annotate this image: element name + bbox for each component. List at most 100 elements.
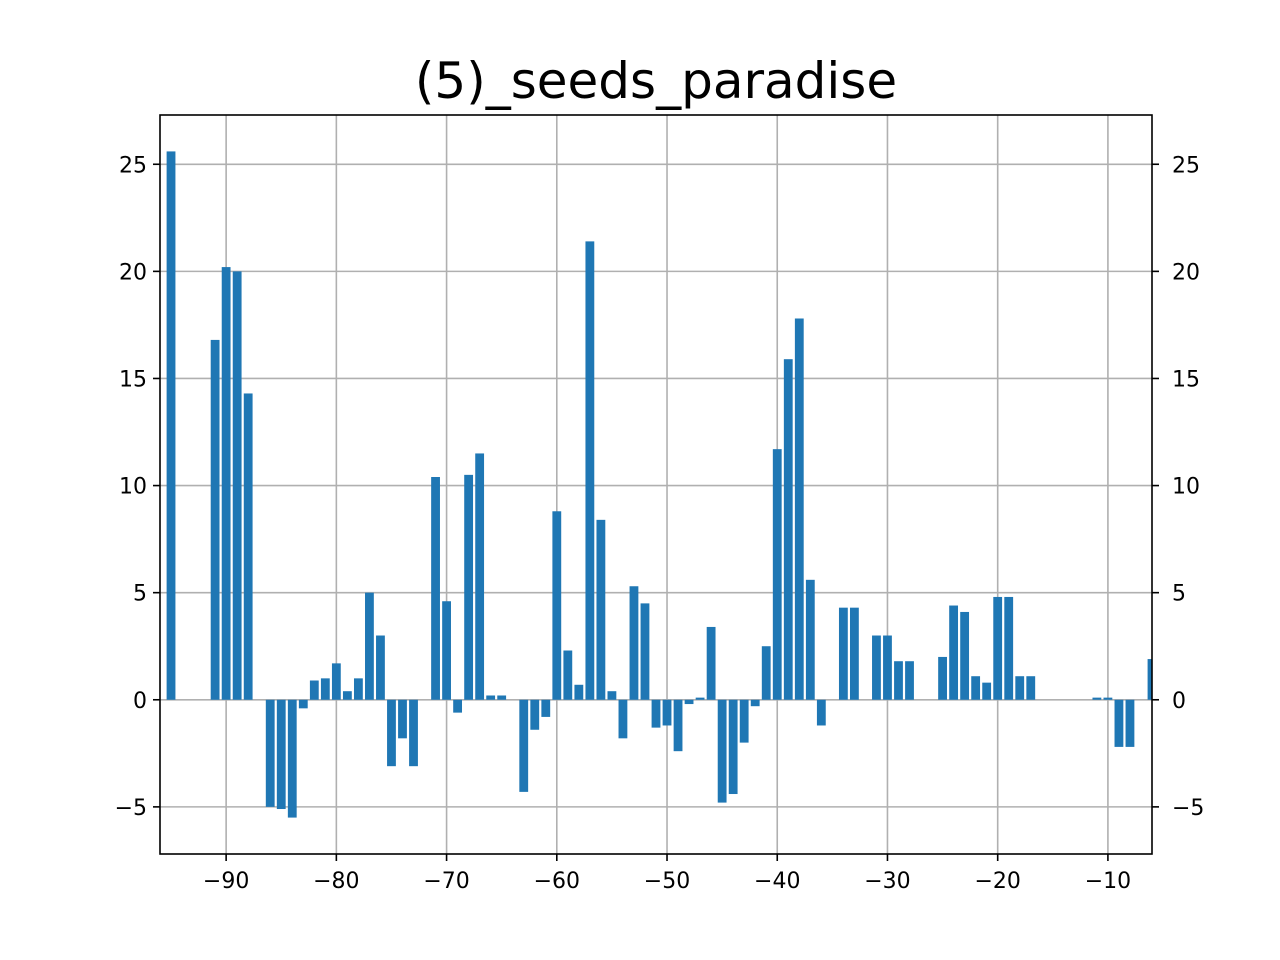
bar (342, 691, 352, 700)
bar (232, 271, 242, 700)
bar (486, 695, 496, 700)
bar (243, 393, 253, 700)
bar (552, 511, 562, 700)
bar (530, 699, 540, 730)
bar (1092, 697, 1102, 700)
bar (739, 699, 749, 743)
bar (210, 339, 220, 700)
y-tick-label-left: 5 (133, 582, 147, 607)
bar (298, 699, 308, 709)
bar (684, 699, 694, 705)
bar (761, 646, 771, 700)
bar (651, 699, 661, 728)
bar (1004, 596, 1014, 700)
y-tick-label-right: −5 (1172, 796, 1204, 821)
bar (563, 650, 573, 700)
bar (673, 699, 683, 752)
bar (872, 635, 881, 700)
bar (794, 318, 804, 700)
bar (541, 699, 551, 717)
y-tick-label-left: −5 (115, 796, 147, 821)
bar (695, 697, 705, 700)
bar (1125, 699, 1135, 747)
bar (662, 699, 672, 726)
bar (629, 586, 639, 700)
axis-ticks: −90 −80 −70 −60 −50 −40 −30 −20 −10−5 −50 05 510 101… (115, 153, 1205, 894)
grid-lines (160, 115, 1152, 854)
bar (728, 699, 738, 795)
bar (309, 680, 319, 700)
bar (265, 699, 275, 807)
bar (221, 267, 231, 700)
bar (442, 601, 451, 700)
x-tick-label: −40 (754, 869, 800, 894)
bar (750, 699, 760, 707)
bar (475, 453, 485, 700)
x-tick-label: −60 (534, 869, 580, 894)
bars (166, 151, 1152, 818)
chart-title: (5)_seeds_paradise (415, 52, 897, 110)
bar (783, 359, 793, 700)
y-tick-label-left: 15 (119, 367, 147, 392)
y-tick-label-right: 15 (1172, 367, 1200, 392)
x-tick-label: −50 (644, 869, 690, 894)
bar (453, 699, 463, 713)
bar (365, 592, 374, 700)
bar (596, 519, 606, 700)
y-tick-label-left: 0 (133, 689, 147, 714)
bar (618, 699, 628, 739)
bar (431, 477, 440, 700)
y-tick-label-left: 25 (119, 153, 147, 178)
bar (1147, 659, 1152, 700)
bar (387, 699, 396, 767)
bar (883, 635, 892, 700)
bar (894, 661, 903, 700)
bar (982, 682, 992, 700)
bar (519, 699, 529, 792)
bar (353, 678, 363, 700)
y-tick-label-right: 5 (1172, 582, 1186, 607)
bar (1103, 697, 1113, 700)
bar (585, 241, 595, 700)
bar (497, 695, 507, 700)
bar (717, 699, 727, 803)
y-tick-label-left: 10 (119, 475, 147, 500)
bar (838, 607, 848, 700)
x-tick-label: −10 (1085, 869, 1131, 894)
x-tick-label: −70 (423, 869, 469, 894)
bar (574, 684, 584, 700)
bar (464, 474, 474, 700)
bar (905, 661, 914, 700)
bar (376, 635, 385, 700)
bar (276, 699, 286, 810)
bar (1015, 676, 1025, 700)
bar (938, 656, 947, 700)
bar (320, 678, 330, 700)
bar (1026, 676, 1036, 700)
bar (993, 596, 1003, 700)
bar (640, 603, 650, 700)
x-tick-label: −80 (313, 869, 359, 894)
bar (1114, 699, 1124, 747)
x-tick-label: −30 (864, 869, 910, 894)
y-tick-label-right: 20 (1172, 260, 1200, 285)
bar (398, 699, 407, 739)
bar (331, 663, 341, 700)
bar (166, 151, 176, 700)
bar (706, 626, 716, 700)
x-tick-label: −20 (974, 869, 1020, 894)
y-tick-label-right: 25 (1172, 153, 1200, 178)
plot-area-frame (159, 114, 1153, 855)
bar (805, 579, 815, 700)
bar (849, 607, 859, 700)
bar (287, 699, 297, 818)
bar (772, 449, 782, 700)
bar (607, 691, 617, 700)
x-tick-label: −90 (203, 869, 249, 894)
bar (949, 605, 959, 700)
bar (960, 611, 970, 700)
bar (409, 699, 418, 767)
bar (816, 699, 826, 726)
y-tick-label-left: 20 (119, 260, 147, 285)
